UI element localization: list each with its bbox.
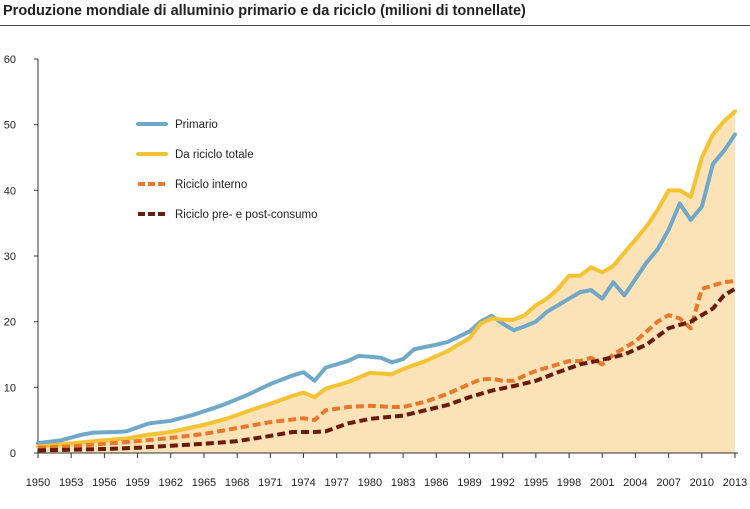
legend-label-primario: Primario [175,119,218,131]
x-tick-label: 1953 [59,477,83,489]
x-tick-label: 1989 [457,477,481,489]
x-tick-label: 2010 [690,477,714,489]
x-tick-label: 1962 [159,477,183,489]
x-tick-label: 1965 [192,477,216,489]
x-tick-label: 1956 [92,477,116,489]
legend-label-riciclo-interno: Riciclo interno [175,179,247,191]
x-tick-label: 1980 [358,477,382,489]
x-tick-label: 1974 [291,477,315,489]
y-tick-label: 10 [4,382,16,394]
x-tick-label: 2013 [723,477,747,489]
x-tick-label: 2001 [590,477,614,489]
x-tick-label: 1950 [26,477,50,489]
series-line-riciclo-pre-e-post-consumo [37,287,737,453]
y-tick-label: 0 [10,448,16,460]
legend-label-riciclo-pre-e-post-consumo: Riciclo pre- e post-consumo [175,209,318,221]
y-tick-label: 40 [4,185,16,197]
title-divider [0,25,750,26]
series-line-riciclo-interno [37,278,736,450]
y-tick-label: 50 [4,120,16,132]
y-tick-label: 30 [4,251,16,263]
x-tick-label: 2004 [623,477,647,489]
x-tick-label: 1998 [557,477,581,489]
x-tick-label: 1959 [125,477,149,489]
area-fill-da-riciclo-totale [38,111,735,454]
x-tick-label: 1977 [324,477,348,489]
y-tick-label: 60 [4,54,16,66]
area-fill-layer [38,111,735,454]
chart-title: Produzione mondiale di alluminio primari… [3,3,526,19]
x-tick-label: 1992 [490,477,514,489]
y-tick-label: 20 [4,317,16,329]
x-tick-label: 2007 [656,477,680,489]
legend: Primario Da riciclo totale Riciclo interno… [136,119,318,221]
x-tick-label: 1983 [391,477,415,489]
series-line-da-riciclo-totale [36,109,737,449]
series-lines [36,109,737,453]
x-tick-label: 1995 [524,477,548,489]
axes: 0 10 20 30 40 50 60 1950 1953 1956 1959 1962 1965 196… [4,54,747,489]
legend-label-da-riciclo-totale: Da riciclo totale [175,149,254,161]
series-line-primario [36,132,737,446]
x-tick-label: 1968 [225,477,249,489]
x-tick-label: 1986 [424,477,448,489]
x-tick-label: 1971 [258,477,282,489]
